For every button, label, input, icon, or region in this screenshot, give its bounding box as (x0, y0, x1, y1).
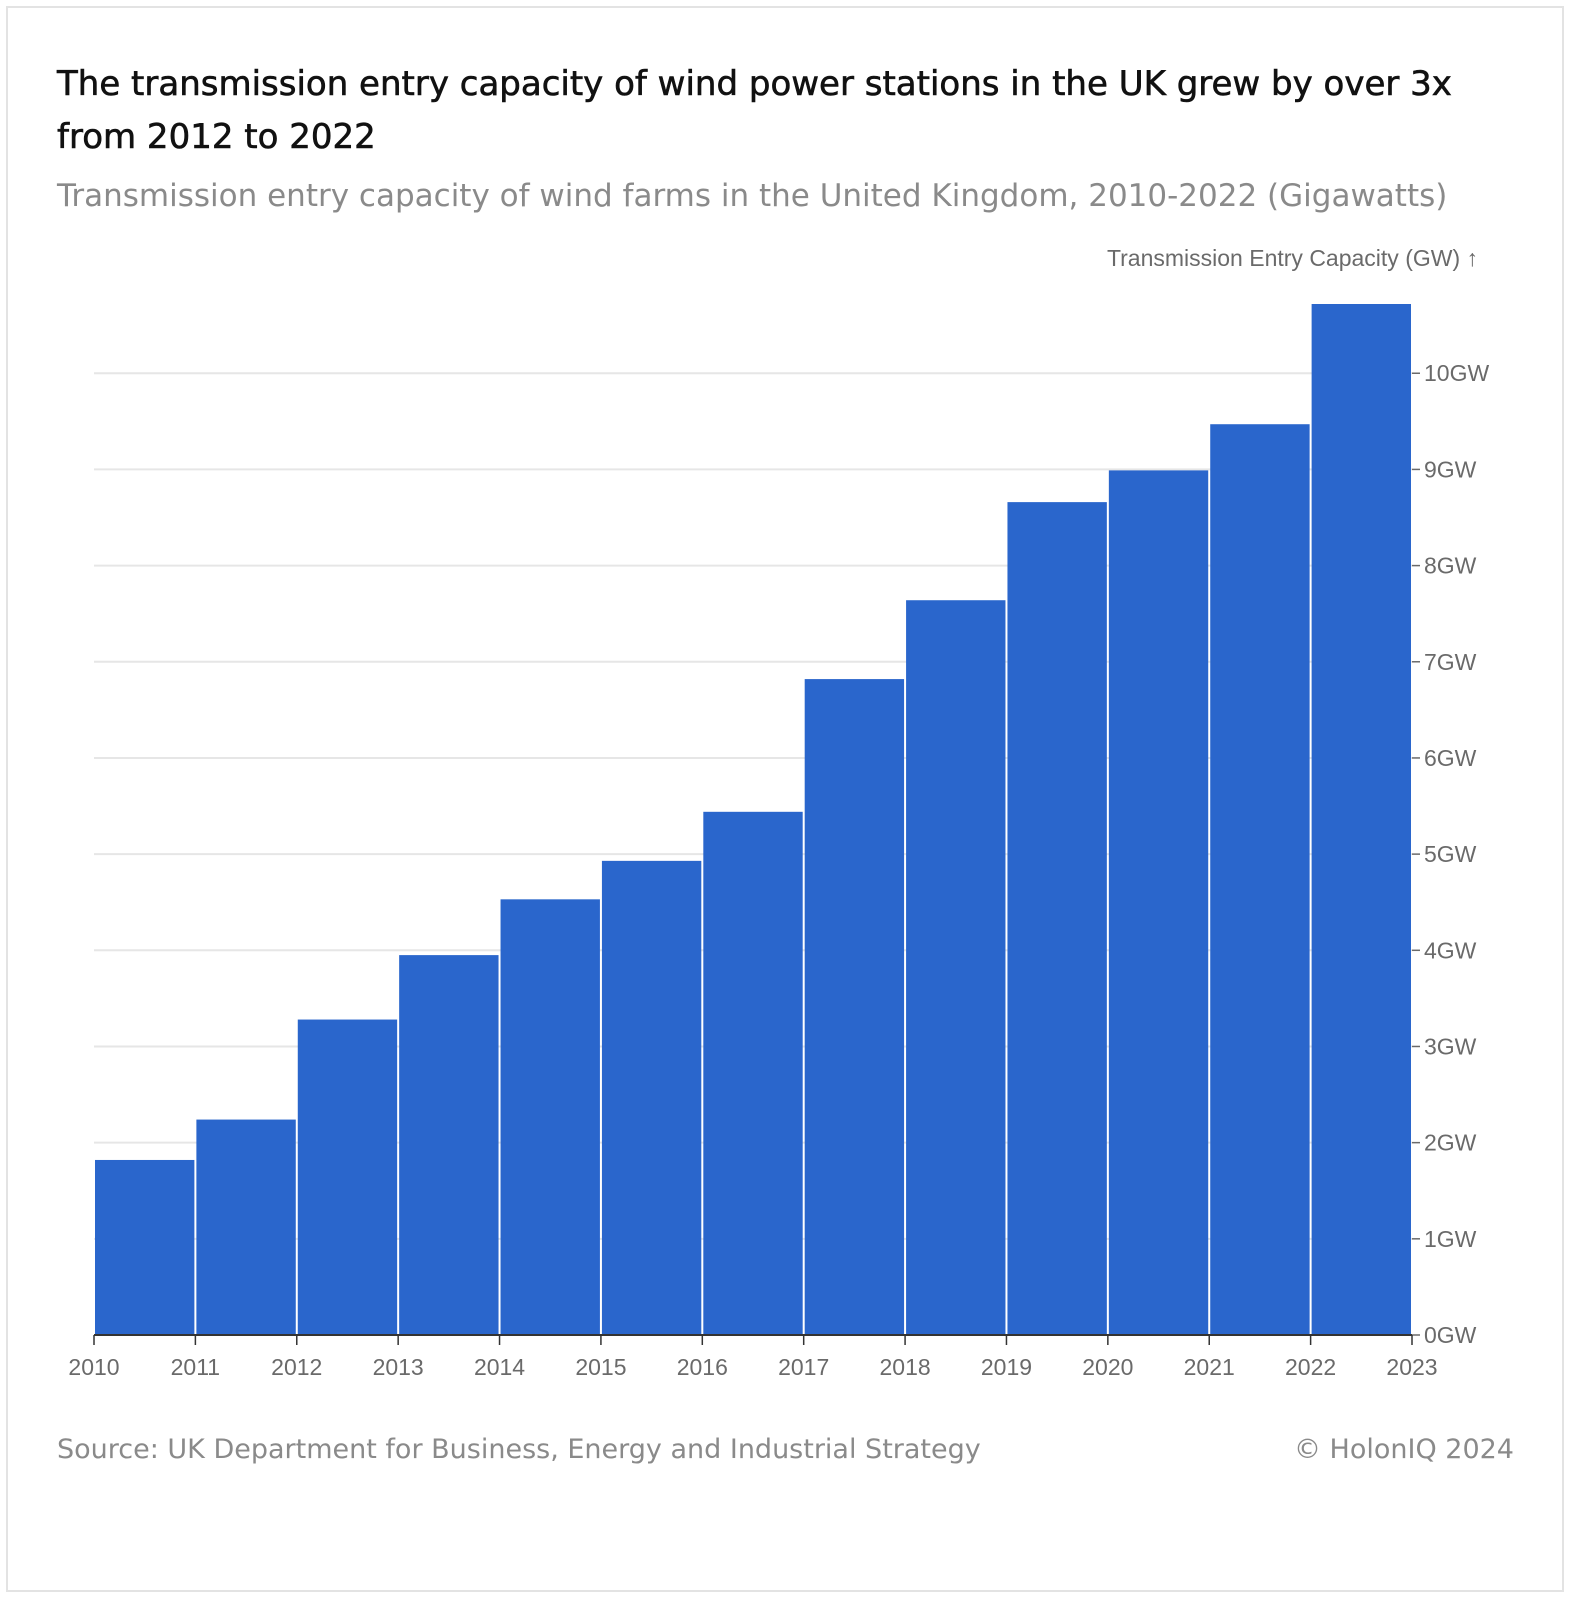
bar-2019 (1007, 502, 1107, 1335)
x-tick-label: 2020 (1082, 1354, 1133, 1380)
bar-2018 (906, 600, 1006, 1335)
copyright-credit: © HolonIQ 2024 (1293, 1434, 1514, 1465)
y-tick-label: 4GW (1424, 937, 1477, 963)
x-tick-label: 2016 (677, 1354, 728, 1380)
bar-2021 (1210, 424, 1310, 1335)
x-tick-label: 2018 (879, 1354, 930, 1380)
bar-2011 (196, 1119, 296, 1335)
y-tick-label: 5GW (1424, 841, 1477, 867)
y-tick-label: 3GW (1424, 1033, 1477, 1059)
x-tick-label: 2021 (1184, 1354, 1235, 1380)
x-tick-label: 2013 (373, 1354, 424, 1380)
bar-2022 (1311, 304, 1411, 1335)
x-tick-label: 2014 (474, 1354, 525, 1380)
tick-labels: 0GW 1GW 2GW 3GW 4GW 5GW 6GW 7GW 8GW 9GW 10GW 2010 20… (68, 360, 1489, 1380)
bar-2014 (500, 899, 600, 1335)
y-tick-label: 7GW (1424, 649, 1477, 675)
y-tick-label: 0GW (1424, 1322, 1477, 1348)
x-tick-label: 2011 (171, 1354, 220, 1380)
axes (93, 372, 1420, 1345)
y-axis-title: Transmission Entry Capacity (GW) ↑ (1106, 245, 1478, 271)
bar-2013 (399, 955, 499, 1335)
y-tick-label: 2GW (1424, 1130, 1477, 1156)
x-tick-label: 2017 (778, 1354, 829, 1380)
bar-2012 (297, 1019, 398, 1335)
bar-2015 (601, 860, 702, 1335)
bar-2017 (804, 679, 905, 1335)
x-tick-label: 2010 (68, 1354, 119, 1380)
chart-title: The transmission entry capacity of wind … (57, 64, 1453, 158)
source-note: Source: UK Department for Business, Ener… (57, 1434, 981, 1465)
y-tick-label: 6GW (1424, 745, 1477, 771)
bar-2020 (1108, 470, 1209, 1335)
bar-2010 (95, 1159, 195, 1335)
y-tick-label: 1GW (1424, 1226, 1477, 1252)
chart-subtitle: Transmission entry capacity of wind farm… (57, 178, 1448, 214)
x-tick-label: 2015 (575, 1354, 626, 1380)
y-tick-label: 10GW (1424, 360, 1489, 386)
y-tick-label: 9GW (1424, 456, 1477, 482)
bar-2016 (703, 811, 803, 1335)
x-tick-label: 2012 (271, 1354, 322, 1380)
x-tick-label: 2023 (1386, 1354, 1437, 1380)
y-tick-label: 8GW (1424, 553, 1477, 579)
x-tick-label: 2019 (981, 1354, 1032, 1380)
x-tick-label: 2022 (1285, 1354, 1336, 1380)
bars (95, 304, 1411, 1335)
